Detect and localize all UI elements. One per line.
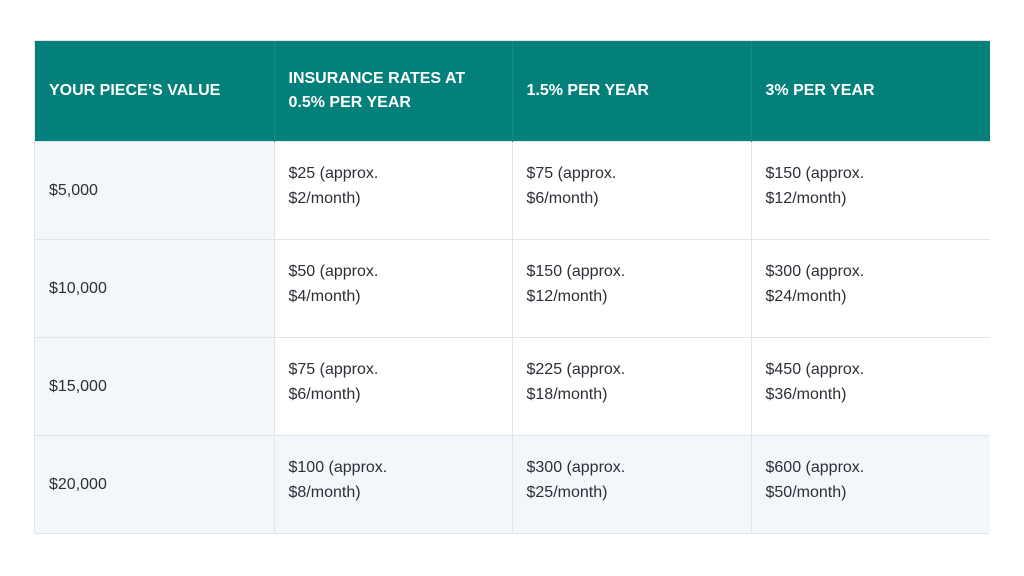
rate-cell: $75 (approx. $6/month) [274,336,513,435]
header-rate-0-5-percent: INSURANCE RATES AT 0.5% PER YEAR [274,41,513,141]
rate-annual-text: $300 (approx. [765,263,865,280]
header-piece-value: YOUR PIECE’S VALUE [35,41,275,141]
rate-monthly-text: $6/month) [526,190,599,207]
rate-cell: $75 (approx. $6/month) [512,140,752,239]
rate-annual-text: $150 (approx. [765,165,865,182]
header-row: YOUR PIECE’S VALUE INSURANCE RATES AT 0.… [35,41,990,141]
rate-annual-text: $50 (approx. [288,263,379,280]
header-rate-1-5-percent: 1.5% PER YEAR [512,41,752,141]
table-row: $10,000 $50 (approx. $4/month) $150 (app… [35,238,990,337]
rate-annual-text: $75 (approx. [526,165,617,182]
header-rate-3-percent: 3% PER YEAR [751,41,990,141]
rate-monthly-text: $12/month) [526,288,608,305]
rate-annual-text: $600 (approx. [765,459,865,477]
piece-value-cell: $10,000 [35,238,275,337]
insurance-rates-table-container: YOUR PIECE’S VALUE INSURANCE RATES AT 0.… [34,40,990,534]
rate-cell: $300 (approx. $24/month) [751,238,990,337]
table-header: YOUR PIECE’S VALUE INSURANCE RATES AT 0.… [35,41,990,141]
rate-monthly-text: $12/month) [765,190,847,207]
table-row: $20,000 $100 (approx. $8/month) $300 (ap… [35,434,990,533]
rate-cell: $225 (approx. $18/month) [512,336,752,435]
rate-annual-text: $75 (approx. [288,361,379,378]
rate-cell: $25 (approx. $2/month) [274,140,513,239]
rate-monthly-text: $8/month) [288,484,361,502]
rate-annual-text: $225 (approx. [526,361,626,378]
table-row: $5,000 $25 (approx. $2/month) $75 (appro… [35,140,990,239]
rate-monthly-text: $50/month) [765,484,847,502]
rate-cell: $300 (approx. $25/month) [512,434,752,533]
piece-value-cell: $15,000 [35,336,275,435]
table-body: $5,000 $25 (approx. $2/month) $75 (appro… [35,140,990,533]
rate-monthly-text: $25/month) [526,484,608,502]
piece-value-cell: $20,000 [35,434,275,533]
rate-monthly-text: $24/month) [765,288,847,305]
rate-annual-text: $100 (approx. [288,459,388,477]
rate-annual-text: $450 (approx. [765,361,865,378]
piece-value-cell: $5,000 [35,140,275,239]
rate-cell: $150 (approx. $12/month) [751,140,990,239]
insurance-rates-table: YOUR PIECE’S VALUE INSURANCE RATES AT 0.… [35,41,990,533]
rate-cell: $100 (approx. $8/month) [274,434,513,533]
rate-monthly-text: $36/month) [765,386,847,403]
rate-annual-text: $150 (approx. [526,263,626,280]
rate-monthly-text: $6/month) [288,386,361,403]
rate-monthly-text: $4/month) [288,288,361,305]
rate-monthly-text: $2/month) [288,190,361,207]
rate-cell: $150 (approx. $12/month) [512,238,752,337]
table-row: $15,000 $75 (approx. $6/month) $225 (app… [35,336,990,435]
rate-annual-text: $300 (approx. [526,459,626,477]
rate-monthly-text: $18/month) [526,386,608,403]
rate-cell: $600 (approx. $50/month) [751,434,990,533]
rate-annual-text: $25 (approx. [288,165,379,182]
rate-cell: $450 (approx. $36/month) [751,336,990,435]
rate-cell: $50 (approx. $4/month) [274,238,513,337]
